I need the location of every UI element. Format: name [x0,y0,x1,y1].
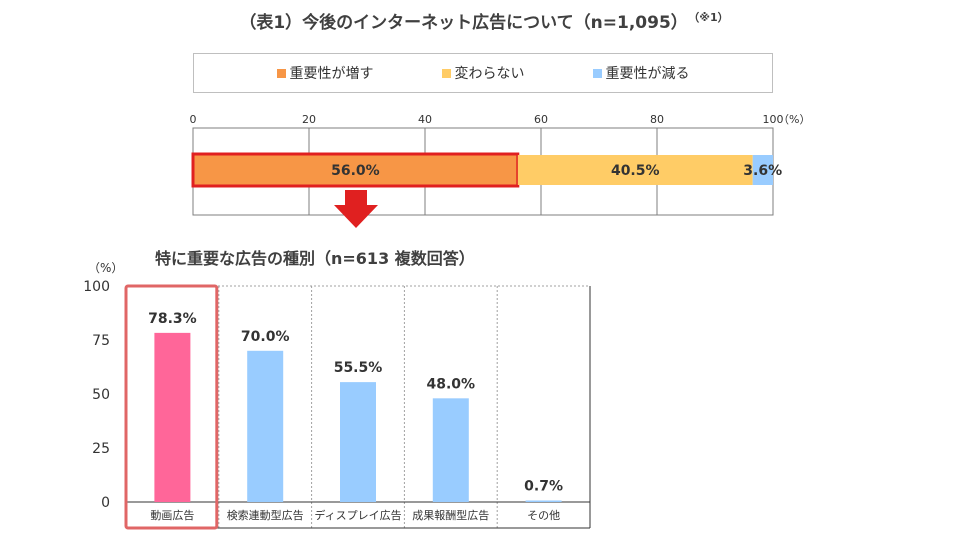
subtitle: 特に重要な広告の種別（n=613 複数回答） [155,249,475,268]
bar-data-label: 48.0% [427,376,476,392]
y-tick-label: 100 [83,279,110,295]
x-tick-label: 80 [650,113,664,126]
category-label: 動画広告 [150,508,194,522]
stacked-bar-segment [752,155,773,185]
category-label: その他 [527,509,560,522]
legend-item-unchanged: 変わらない [441,63,525,83]
bar [432,398,469,502]
stacked-bar-segment [193,155,518,185]
highlight-box-video-ads [124,284,219,530]
title-note: （※1） [693,11,729,25]
category-label: 成果報酬型広告 [412,508,489,522]
x-tick-label: 0 [190,113,197,126]
legend-label-increase: 重要性が増す [289,66,374,82]
chart-title: （表1）今後のインターネット広告について（n=1,095） （※1） [0,8,968,33]
bar-data-label: 0.7% [524,478,563,494]
bar [154,332,191,502]
y-unit-label: （%） [88,261,123,275]
legend-swatch-decrease [592,68,602,78]
y-tick-label: 0 [101,495,110,511]
stacked-bar-segment [517,155,753,185]
legend-swatch-unchanged [441,68,451,78]
legend-swatch-increase [276,68,286,78]
bar [340,382,376,502]
bar [247,350,284,502]
title-text: （表1）今後のインターネット広告について（n=1,095） [239,13,688,33]
category-label: ディスプレイ広告 [314,508,401,522]
x-tick-label: 60 [534,113,548,126]
bar [525,500,562,502]
segment-data-label: 40.5% [611,163,660,179]
y-tick-label: 50 [92,387,110,403]
legend-label-unchanged: 変わらない [454,66,525,82]
y-tick-label: 25 [92,441,110,457]
segment-data-label: 56.0% [331,163,380,179]
bar-data-label: 78.3% [148,311,197,327]
legend-item-increase: 重要性が増す [276,63,374,83]
x-tick-label: 20 [302,113,316,126]
y-tick-label: 75 [92,333,110,349]
legend-item-decrease: 重要性が減る [592,63,690,83]
down-arrow-icon [334,190,378,228]
bar-data-label: 70.0% [241,329,290,345]
legend-label-decrease: 重要性が減る [605,66,690,82]
x-tick-label: 100 [763,113,784,126]
bar-data-label: 55.5% [334,360,383,376]
category-label: 検索連動型広告 [227,508,304,522]
x-tick-label: 40 [418,113,432,126]
legend: 重要性が増す 変わらない 重要性が減る [193,53,773,93]
x-unit-label: （%） [778,113,810,126]
segment-data-label: 3.6% [743,163,782,179]
